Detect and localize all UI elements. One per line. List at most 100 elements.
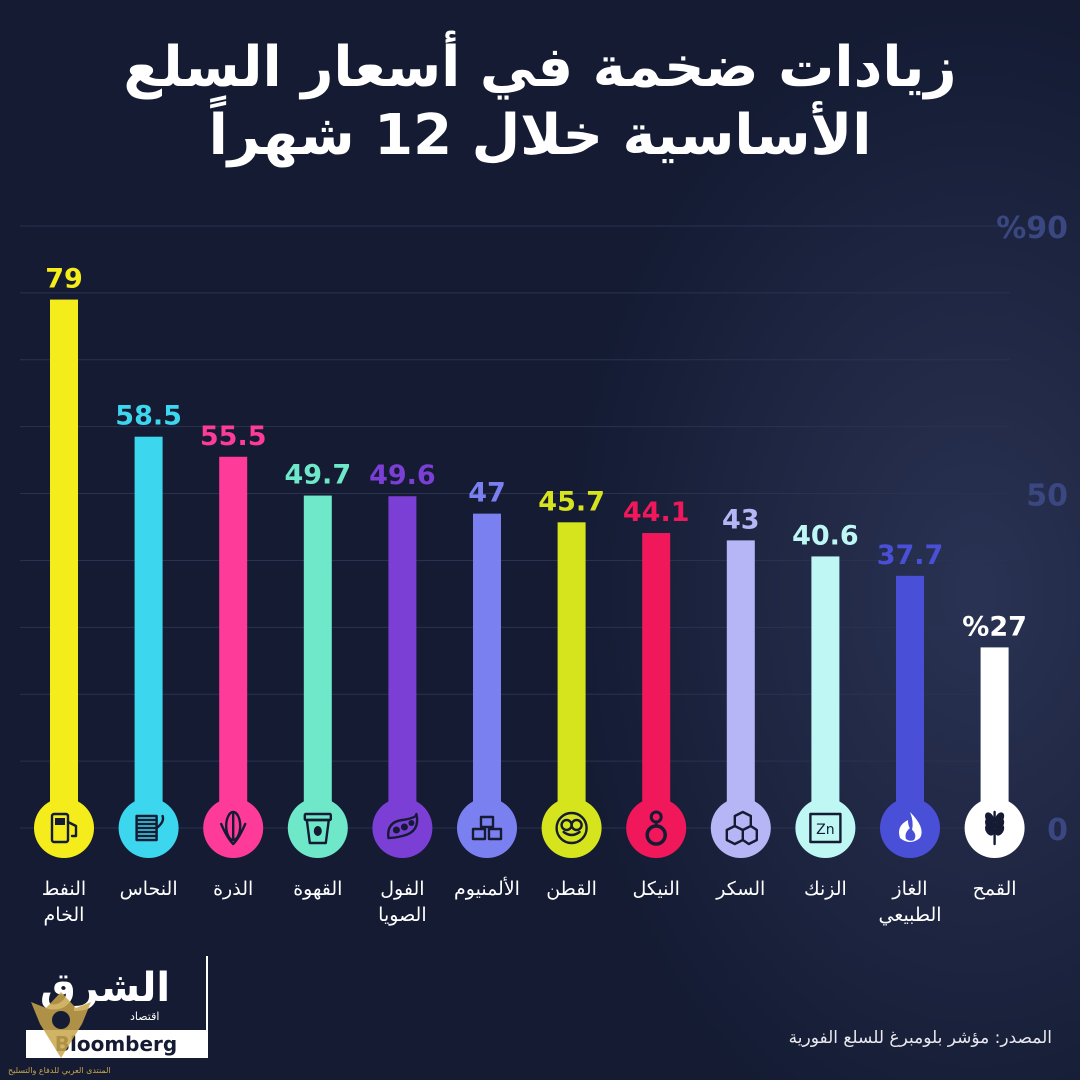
data-label: 45.7 — [538, 486, 605, 517]
zinc-icon: Zn — [809, 812, 842, 844]
aluminium-bars-icon — [471, 815, 503, 841]
cotton-icon — [555, 811, 588, 845]
bar — [896, 575, 924, 828]
bar — [219, 456, 248, 828]
data-label: 47 — [468, 478, 506, 509]
nickel-icon — [645, 810, 667, 846]
soybean-icon — [386, 812, 419, 840]
category-label-line: الطبيعي — [878, 904, 942, 926]
bar — [811, 556, 840, 828]
data-label: 44.1 — [623, 497, 690, 528]
fuel-pump-icon-part — [66, 820, 78, 838]
y-tick-label: 0 — [1047, 813, 1068, 848]
corn-icon — [220, 810, 247, 846]
bar — [642, 533, 671, 828]
flame-icon-part — [899, 812, 922, 842]
category-label: الفول الصويا — [352, 876, 452, 928]
copper-spool-icon-part — [155, 814, 165, 830]
y-tick-label: %90 — [996, 211, 1068, 246]
data-label: 58.5 — [115, 401, 182, 432]
chart-title: زيادات ضخمة في أسعار السلع الأساسية خلال… — [0, 34, 1080, 170]
data-label: 49.7 — [284, 460, 351, 491]
bar — [557, 522, 586, 828]
sugar-cubes-icon-part — [733, 810, 752, 828]
data-label: 79 — [45, 264, 83, 295]
soybean-icon-part — [392, 826, 400, 834]
category-label-line: الصويا — [378, 904, 427, 926]
fuel-pump-icon — [50, 812, 78, 844]
soybean-icon-part — [400, 823, 408, 831]
bar — [980, 647, 1009, 828]
data-label: 40.6 — [792, 520, 859, 551]
category-label: الغاز الطبيعي — [860, 876, 960, 928]
category-label: السكر — [691, 876, 791, 902]
data-label: 37.7 — [877, 540, 944, 571]
data-label: 55.5 — [200, 421, 267, 452]
flame-icon-part — [905, 828, 916, 841]
bar-icon-badge — [34, 798, 94, 858]
category-label-line: القمح — [972, 878, 1017, 900]
zinc-icon-part: Zn — [816, 822, 834, 838]
category-label: الزنك — [775, 876, 875, 902]
category-label: النيكل — [606, 876, 706, 902]
category-label: القمح — [945, 876, 1045, 902]
category-label: القهوة — [268, 876, 368, 902]
title-line-1: زيادات ضخمة في أسعار السلع — [123, 35, 957, 100]
category-label-line: الفول — [380, 878, 425, 900]
coffee-cup-icon-part — [303, 812, 332, 822]
bar — [50, 299, 78, 829]
category-label-line: الألمنيوم — [454, 878, 520, 900]
category-label-line: القهوة — [293, 878, 343, 900]
fuel-pump-icon-part — [55, 818, 65, 825]
category-label-line: الذرة — [213, 878, 254, 900]
category-label-line: الخام — [43, 904, 85, 926]
corn-icon-part — [220, 822, 247, 846]
cotton-icon-part — [570, 818, 583, 832]
category-label: النفط الخام — [14, 876, 114, 928]
zinc-icon-part — [809, 812, 842, 844]
data-label: %27 — [962, 611, 1027, 642]
soybean-icon-part — [386, 812, 419, 840]
soybean-icon-part — [408, 820, 415, 826]
wheat-icon — [985, 810, 1005, 846]
bar — [388, 496, 417, 828]
flame-icon — [899, 812, 922, 842]
coffee-cup-icon-part — [313, 826, 322, 836]
bar — [726, 540, 755, 828]
data-label: 49.6 — [369, 460, 436, 491]
category-label: القطن — [522, 876, 622, 902]
title-line-2: الأساسية خلال 12 شهراً — [208, 103, 872, 168]
aluminium-bars-icon-part — [479, 815, 495, 829]
cotton-icon-part — [555, 811, 588, 845]
wheat-icon-part — [985, 824, 995, 836]
aluminium-bars-icon-part — [487, 827, 503, 841]
sugar-cubes-icon — [725, 810, 758, 846]
bar — [134, 436, 163, 828]
forum-watermark: المنتدى العربي للدفاع والتسليح — [8, 1066, 111, 1075]
data-label: 43 — [722, 504, 760, 535]
aluminium-bars-icon-part — [471, 827, 487, 841]
bar — [303, 495, 332, 828]
category-label-line: الزنك — [803, 878, 847, 900]
copper-spool-icon — [135, 814, 165, 842]
sugar-cubes-icon-part — [741, 824, 758, 846]
category-label: الألمنيوم — [437, 876, 537, 902]
cotton-icon-part — [562, 830, 581, 837]
bar-icon-badge — [626, 798, 687, 858]
bar — [473, 513, 501, 828]
forum-emblem-icon — [31, 992, 91, 1058]
category-label-line: السكر — [716, 878, 766, 900]
category-label: النحاس — [99, 876, 199, 902]
coffee-cup-icon — [303, 812, 332, 845]
logo-iqtisad: اقتصاد — [130, 1010, 160, 1023]
wheat-icon-part — [995, 824, 1005, 836]
y-tick-label: 50 — [1026, 479, 1068, 514]
category-label-line: النحاس — [119, 878, 178, 900]
category-label-line: القطن — [546, 878, 597, 900]
category-label-line: الغاز — [892, 878, 928, 900]
source-note: المصدر: مؤشر بلومبرغ للسلع الفورية — [788, 1028, 1052, 1048]
category-label-line: النيكل — [632, 878, 680, 900]
fuel-pump-icon-part — [50, 812, 70, 844]
category-label: الذرة — [183, 876, 283, 902]
